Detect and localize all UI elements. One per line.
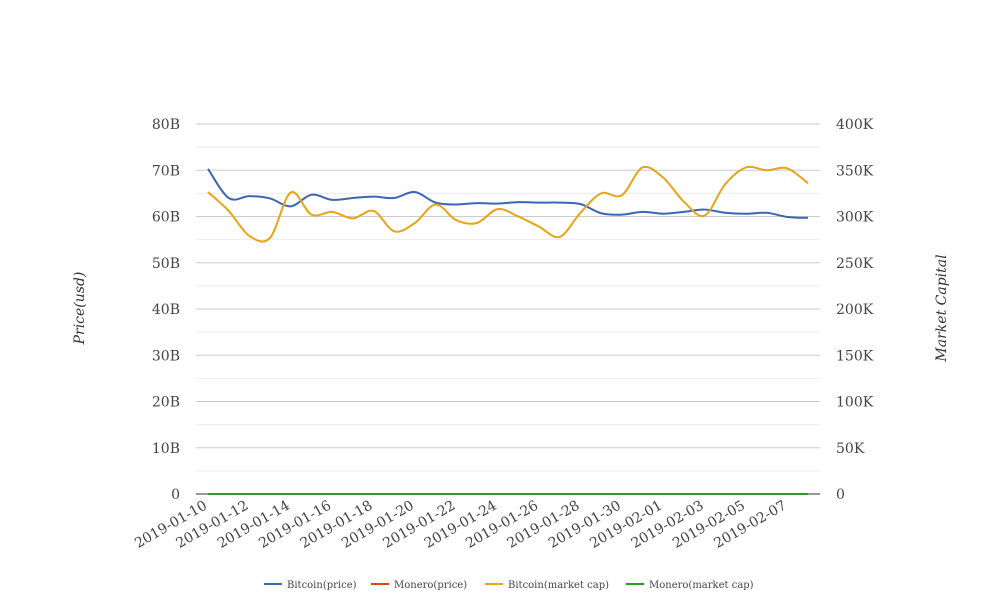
- y-right-tick-label: 50K: [836, 441, 865, 457]
- grid-lines: [196, 124, 820, 494]
- y-right-tick-label: 0: [836, 487, 845, 503]
- y-axis-left-title: Price(usd): [72, 272, 88, 346]
- y-left-tick-label: 70B: [152, 163, 180, 179]
- y-right-tick-label: 400K: [836, 117, 874, 133]
- y-left-tick-label: 0: [171, 487, 180, 503]
- y-right-tick-label: 100K: [836, 395, 874, 411]
- legend-label-bitcoin-market-cap: Bitcoin(market cap): [508, 580, 609, 591]
- y-left-tick-label: 20B: [152, 395, 180, 411]
- y-left-tick-label: 80B: [152, 117, 180, 133]
- legend-label-bitcoin-price: Bitcoin(price): [287, 580, 357, 591]
- y-left-tick-label: 30B: [152, 348, 180, 364]
- left-axis-ticks: 0 10B 20B 30B 40B 50B 60B 70B 80B: [152, 117, 180, 503]
- y-left-tick-label: 10B: [152, 441, 180, 457]
- legend-label-monero-market-cap: Monero(market cap): [649, 580, 754, 591]
- legend-label-monero-price: Monero(price): [394, 580, 467, 591]
- y-right-tick-label: 300K: [836, 210, 874, 226]
- series-line-bitcoin-market-cap: [208, 167, 808, 242]
- y-right-tick-label: 350K: [836, 163, 874, 179]
- y-left-tick-label: 50B: [152, 256, 180, 272]
- y-left-tick-label: 40B: [152, 302, 180, 318]
- y-left-tick-label: 60B: [152, 210, 180, 226]
- y-right-tick-label: 200K: [836, 302, 874, 318]
- legend: Bitcoin(price) Monero(price) Bitcoin(marke…: [264, 580, 754, 591]
- x-axis-ticks: 2019-01-102019-01-122019-01-142019-01-16…: [132, 498, 789, 552]
- y-right-tick-label: 150K: [836, 348, 874, 364]
- right-axis-ticks: 0 50K 100K 150K 200K 250K 300K 350K 400K: [836, 117, 874, 503]
- series-lines: [208, 167, 808, 494]
- y-axis-right-title: Market Capital: [934, 254, 950, 362]
- y-right-tick-label: 250K: [836, 256, 874, 272]
